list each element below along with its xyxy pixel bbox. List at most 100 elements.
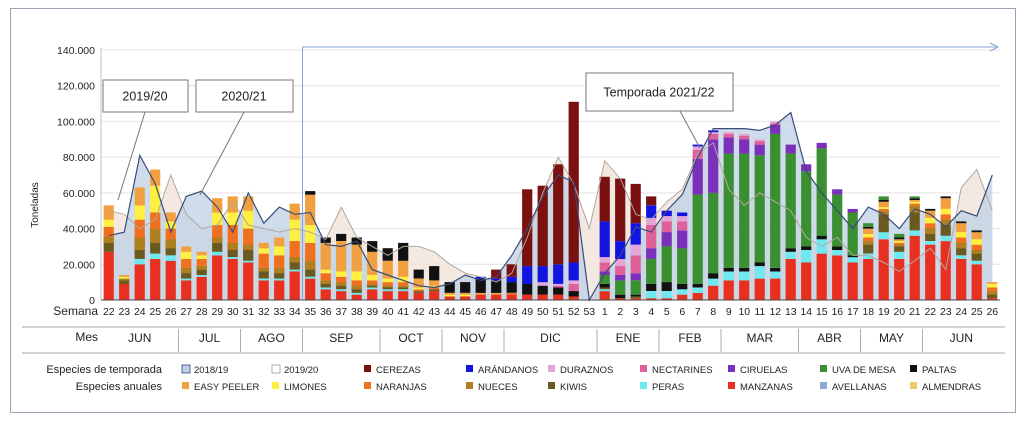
bar-naranjas <box>956 237 967 243</box>
bar-kiwis <box>940 225 951 236</box>
bar-paltas <box>429 266 440 281</box>
bar-kiwis <box>274 273 285 279</box>
callout-box <box>585 72 734 112</box>
bar-ciruelas <box>847 208 858 213</box>
bar-limones <box>878 207 889 209</box>
bar-duraznos <box>708 132 719 134</box>
bar-nectarines <box>599 262 610 272</box>
bar-ciruelas <box>754 144 765 156</box>
bar-uva-de-mesa <box>692 194 703 284</box>
bar-naranjas <box>398 282 409 286</box>
bar-naranjas <box>103 226 114 238</box>
month-label: OCT <box>398 331 424 345</box>
legend-label: MANZANAS <box>740 382 793 393</box>
bar-limones <box>429 285 440 288</box>
week-label: 53 <box>583 306 595 318</box>
bar-limones <box>258 248 269 254</box>
bar-uva-de-mesa <box>615 280 626 295</box>
bar-easy-peeler <box>971 232 982 240</box>
bar-nectarines <box>708 133 719 140</box>
month-label: FEB <box>678 331 701 345</box>
bar-paltas <box>971 230 982 233</box>
bar-paltas <box>894 237 905 240</box>
season-lines <box>108 111 993 302</box>
bar-manzanas <box>165 260 176 300</box>
bar-cerezas <box>630 183 641 224</box>
legend-label: EASY PEELER <box>194 382 259 393</box>
legend-label: PALTAS <box>922 365 956 376</box>
bar-uva-de-mesa <box>599 275 610 284</box>
week-label: 32 <box>258 306 270 318</box>
bar-limones <box>103 219 114 227</box>
bar-nueces <box>165 239 177 249</box>
bar-nueces <box>335 281 347 286</box>
bar-nueces <box>118 278 130 281</box>
bar-paltas <box>801 246 812 250</box>
bar-easy-peeler <box>956 223 967 233</box>
bar-nueces <box>134 237 146 251</box>
bar-manzanas <box>646 298 657 300</box>
bar-paltas <box>708 273 719 279</box>
bar-nueces <box>289 256 301 263</box>
bar-uva-de-mesa <box>801 171 812 247</box>
bar-easy-peeler <box>274 237 285 247</box>
bar-manzanas <box>615 298 626 300</box>
bar-manzanas <box>692 292 703 300</box>
bar-cerezas <box>506 264 517 277</box>
bar-arandanos <box>522 266 533 284</box>
bar-manzanas <box>134 264 145 300</box>
month-label: JUL <box>199 331 221 345</box>
bar-manzanas <box>785 258 796 300</box>
bar-duraznos <box>537 282 548 286</box>
month-label: AGO <box>258 331 285 345</box>
bar-naranjas <box>382 282 393 286</box>
week-label: 20 <box>893 306 905 318</box>
week-label: 24 <box>955 306 967 318</box>
month-label: ENE <box>616 331 641 345</box>
bar-easy-peeler <box>398 260 409 277</box>
y-tick-label: 20.000 <box>63 259 95 271</box>
bar-kiwis <box>956 248 967 256</box>
y-tick-label: 0 <box>89 295 95 307</box>
bar-paltas <box>785 248 796 252</box>
bar-kiwis <box>196 269 207 275</box>
bar-manzanas <box>925 244 936 300</box>
week-label: 2 <box>617 306 623 318</box>
bar-manzanas <box>708 285 719 300</box>
bar-naranjas <box>940 214 951 220</box>
bar-nueces <box>955 242 967 249</box>
bar-cerezas <box>537 185 548 267</box>
callout-pointer <box>199 111 245 196</box>
week-label: 6 <box>679 306 685 318</box>
bar-manzanas <box>227 258 238 300</box>
bar-nectarines <box>770 123 781 125</box>
legend-label: NECTARINES <box>652 365 713 376</box>
bar-naranjas <box>320 273 331 281</box>
bar-manzanas <box>630 298 641 300</box>
y-tick-labels: 0 20.000 40.000 60.000 80.000 100.000 120.000 1… <box>57 45 95 307</box>
bar-limones <box>119 276 130 279</box>
bar-arandanos <box>661 210 672 217</box>
bar-limones <box>925 217 936 224</box>
y-axis-label: Toneladas <box>30 182 41 228</box>
week-label: 15 <box>816 306 828 318</box>
bar-peras <box>212 251 223 256</box>
axes <box>22 42 1005 354</box>
bar-uva-de-mesa <box>723 153 734 268</box>
week-label: 23 <box>118 306 130 318</box>
bar-paltas <box>444 282 455 293</box>
week-label: 50 <box>537 306 549 318</box>
bar-limones <box>382 278 393 283</box>
bar-kiwis <box>181 273 192 279</box>
bar-naranjas <box>212 225 223 238</box>
bar-limones <box>243 210 254 229</box>
bar-manzanas <box>801 262 812 300</box>
week-label: 48 <box>506 306 518 318</box>
legend-swatch <box>820 365 827 372</box>
week-label: 25 <box>149 306 161 318</box>
bar-ciruelas <box>646 248 657 259</box>
bar-cerezas <box>553 164 564 265</box>
week-label: 3 <box>633 306 639 318</box>
bar-manzanas <box>599 291 610 300</box>
bar-manzanas <box>909 235 920 300</box>
